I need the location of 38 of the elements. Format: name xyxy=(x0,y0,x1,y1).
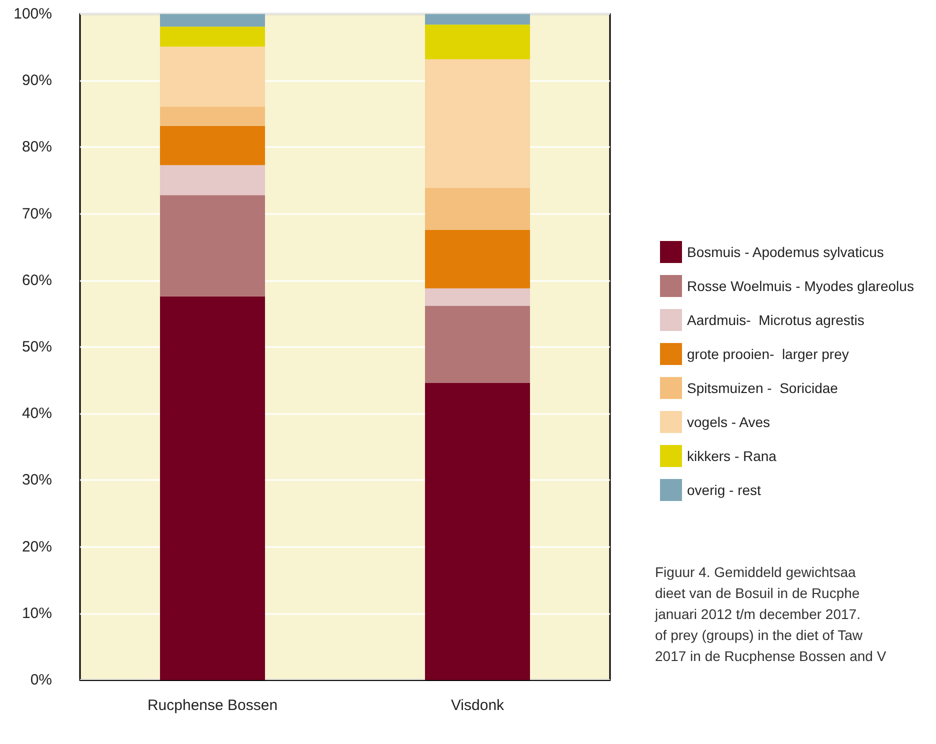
legend-label: grote prooien- larger prey xyxy=(687,346,849,362)
bar xyxy=(425,59,530,188)
bar xyxy=(160,14,265,27)
bar xyxy=(425,188,530,230)
legend-label: vogels - Aves xyxy=(687,414,770,430)
bar xyxy=(425,230,530,288)
legend-label: Rosse Woelmuis - Myodes glareolus xyxy=(687,278,914,294)
bar xyxy=(425,24,530,60)
y-tick-label: 100% xyxy=(14,6,52,22)
bar xyxy=(160,126,265,166)
bar xyxy=(160,165,265,196)
bar xyxy=(425,14,530,25)
y-tick-label: 0% xyxy=(30,672,52,688)
y-tick-label: 80% xyxy=(22,138,52,156)
legend-label: overig - rest xyxy=(687,482,762,498)
bar xyxy=(160,46,265,107)
legend-label: Spitsmuizen - Soricidae xyxy=(687,380,838,396)
x-tick-label: Rucphense Bossen xyxy=(147,697,278,714)
bar xyxy=(425,306,530,383)
y-tick-label: 30% xyxy=(22,472,52,489)
legend-label: Bosmuis - Apodemus sylvaticus xyxy=(687,244,884,260)
bar xyxy=(425,288,530,306)
y-tick-label: 90% xyxy=(22,72,52,90)
x-tick-label: Visdonk xyxy=(450,697,505,714)
bar xyxy=(160,106,265,126)
y-tick-label: 10% xyxy=(22,604,52,622)
bar xyxy=(160,195,265,296)
bar xyxy=(160,296,265,680)
y-tick-label: 20% xyxy=(22,538,52,556)
y-tick-label: 50% xyxy=(22,338,52,356)
y-tick-label: 40% xyxy=(22,405,52,422)
bar xyxy=(160,26,265,47)
y-tick-label: 60% xyxy=(22,272,52,289)
bar xyxy=(425,382,530,680)
y-tick-label: 70% xyxy=(22,205,52,222)
text: Figuur 4. Gemiddeld gewichtsaa dieet van de Bosuil in de Rucphe januari 2012 t/m december 2017. of prey (groups) in the diet of Taw 2017 in de Rucphense Bossen and V xyxy=(655,563,888,666)
legend-label: kikkers - Rana xyxy=(687,448,777,464)
legend-label: Aardmuis- Microtus agrestis xyxy=(687,312,864,328)
